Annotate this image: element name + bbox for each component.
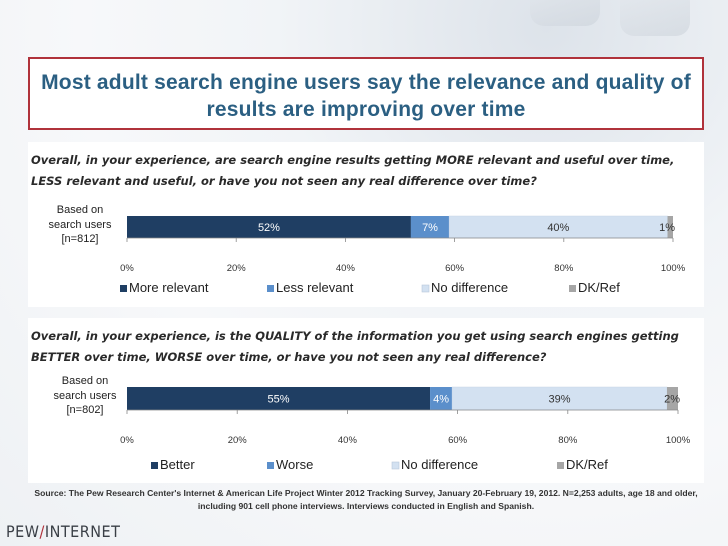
- legend-label: No difference: [431, 280, 508, 295]
- legend-swatch: [120, 285, 127, 292]
- data-label: 55%: [268, 394, 290, 406]
- category-label: search users: [54, 390, 117, 402]
- data-label: 39%: [549, 394, 571, 406]
- bar-segment: [127, 216, 411, 238]
- source-note: Source: The Pew Research Center's Intern…: [34, 488, 698, 511]
- keypad-key-decoration: [620, 0, 690, 36]
- legend-swatch: [267, 285, 274, 292]
- x-tick-label: 60%: [445, 263, 465, 274]
- x-tick-label: 80%: [558, 435, 578, 446]
- data-label: 40%: [547, 222, 569, 234]
- legend-label: DK/Ref: [578, 280, 620, 295]
- data-label: 52%: [258, 222, 280, 234]
- x-tick-label: 100%: [666, 435, 691, 446]
- bar-segment: [667, 216, 673, 238]
- x-tick-label: 40%: [336, 263, 356, 274]
- category-label: Based on: [62, 375, 108, 387]
- pew-internet-logo: PEW/INTERNET: [6, 522, 120, 541]
- x-tick-label: 20%: [227, 263, 247, 274]
- bar-segment: [410, 216, 450, 238]
- legend-swatch: [557, 462, 564, 469]
- legend-label: No difference: [401, 457, 478, 472]
- legend-swatch: [267, 462, 274, 469]
- category-label: [n=802]: [66, 404, 103, 416]
- data-label: 4%: [433, 394, 449, 406]
- category-label: Based on: [57, 204, 103, 216]
- legend-swatch: [391, 461, 400, 470]
- legend-label: More relevant: [129, 280, 209, 295]
- x-tick-label: 40%: [338, 435, 358, 446]
- category-label: [n=812]: [61, 233, 98, 245]
- keypad-key-decoration: [530, 0, 600, 26]
- category-label: search users: [49, 219, 112, 231]
- bar-segment: [127, 387, 431, 410]
- x-tick-label: 0%: [120, 435, 134, 446]
- legend-swatch: [421, 284, 430, 293]
- legend-label: Worse: [276, 457, 313, 472]
- logo-slash: /: [39, 522, 45, 541]
- logo-internet: INTERNET: [44, 522, 121, 541]
- x-tick-label: 0%: [120, 263, 134, 274]
- legend-label: Better: [160, 457, 195, 472]
- x-tick-label: 60%: [448, 435, 468, 446]
- legend-swatch: [151, 462, 158, 469]
- data-label: 1%: [659, 222, 675, 234]
- slide-title: Most adult search engine users say the r…: [41, 71, 691, 121]
- x-tick-label: 20%: [228, 435, 248, 446]
- title-box: Most adult search engine users say the r…: [28, 57, 704, 130]
- logo-pew: PEW: [6, 522, 40, 541]
- bar-segment: [666, 387, 678, 410]
- x-tick-label: 80%: [554, 263, 574, 274]
- question-1: Overall, in your experience, are search …: [31, 153, 675, 188]
- legend-swatch: [569, 285, 576, 292]
- question-2: Overall, in your experience, is the QUAL…: [31, 329, 679, 364]
- legend-label: Less relevant: [276, 280, 354, 295]
- x-tick-label: 100%: [661, 263, 686, 274]
- data-label: 2%: [664, 394, 680, 406]
- bar-segment: [430, 387, 453, 410]
- data-label: 7%: [422, 222, 438, 234]
- legend-label: DK/Ref: [566, 457, 608, 472]
